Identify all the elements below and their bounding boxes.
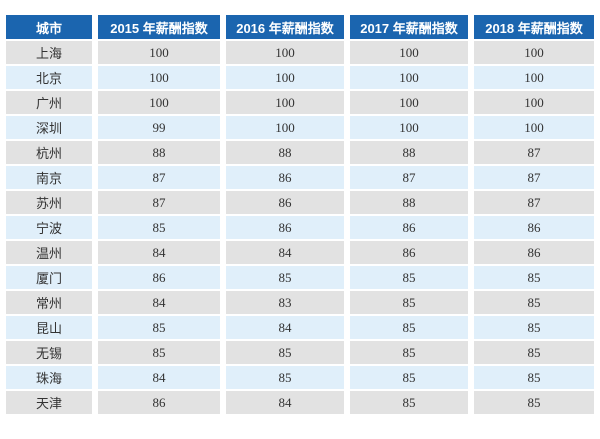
table-row: 苏州 87 86 88 87 xyxy=(6,191,594,214)
table-row: 珠海 84 85 85 85 xyxy=(6,366,594,389)
table-row: 常州 84 83 85 85 xyxy=(6,291,594,314)
table-row: 宁波 85 86 86 86 xyxy=(6,216,594,239)
city-cell: 常州 xyxy=(6,291,92,314)
city-cell: 广州 xyxy=(6,91,92,114)
value-cell: 85 xyxy=(226,366,344,389)
value-cell: 85 xyxy=(350,391,468,414)
table-row: 昆山 85 84 85 85 xyxy=(6,316,594,339)
city-cell: 南京 xyxy=(6,166,92,189)
value-cell: 85 xyxy=(474,391,594,414)
table-row: 厦门 86 85 85 85 xyxy=(6,266,594,289)
column-header-city: 城市 xyxy=(6,15,92,39)
value-cell: 84 xyxy=(226,316,344,339)
value-cell: 85 xyxy=(350,341,468,364)
city-cell: 宁波 xyxy=(6,216,92,239)
value-cell: 87 xyxy=(474,191,594,214)
city-cell: 上海 xyxy=(6,41,92,64)
value-cell: 87 xyxy=(474,166,594,189)
value-cell: 85 xyxy=(350,291,468,314)
table-row: 杭州 88 88 88 87 xyxy=(6,141,594,164)
value-cell: 85 xyxy=(474,341,594,364)
value-cell: 84 xyxy=(98,241,220,264)
value-cell: 100 xyxy=(474,116,594,139)
table-body: 上海 100 100 100 100 北京 100 100 100 100 广州 100 100 100 1… xyxy=(6,41,594,414)
salary-index-table: 城市 2015 年薪酬指数 2016 年薪酬指数 2017 年薪酬指数 2018… xyxy=(0,13,600,416)
value-cell: 86 xyxy=(474,241,594,264)
column-header-2015: 2015 年薪酬指数 xyxy=(98,15,220,39)
table-row: 广州 100 100 100 100 xyxy=(6,91,594,114)
value-cell: 86 xyxy=(226,166,344,189)
value-cell: 83 xyxy=(226,291,344,314)
value-cell: 86 xyxy=(226,216,344,239)
value-cell: 85 xyxy=(350,366,468,389)
table-row: 天津 86 84 85 85 xyxy=(6,391,594,414)
value-cell: 85 xyxy=(226,266,344,289)
value-cell: 88 xyxy=(98,141,220,164)
city-cell: 苏州 xyxy=(6,191,92,214)
value-cell: 84 xyxy=(98,291,220,314)
value-cell: 86 xyxy=(226,191,344,214)
value-cell: 85 xyxy=(98,216,220,239)
value-cell: 85 xyxy=(474,291,594,314)
value-cell: 88 xyxy=(350,141,468,164)
value-cell: 100 xyxy=(226,41,344,64)
value-cell: 100 xyxy=(474,66,594,89)
value-cell: 86 xyxy=(98,391,220,414)
value-cell: 85 xyxy=(474,266,594,289)
value-cell: 100 xyxy=(98,41,220,64)
value-cell: 86 xyxy=(474,216,594,239)
value-cell: 88 xyxy=(226,141,344,164)
value-cell: 84 xyxy=(226,241,344,264)
column-header-2017: 2017 年薪酬指数 xyxy=(350,15,468,39)
city-cell: 深圳 xyxy=(6,116,92,139)
value-cell: 99 xyxy=(98,116,220,139)
value-cell: 85 xyxy=(474,316,594,339)
value-cell: 100 xyxy=(98,66,220,89)
city-cell: 珠海 xyxy=(6,366,92,389)
value-cell: 87 xyxy=(98,191,220,214)
city-cell: 无锡 xyxy=(6,341,92,364)
value-cell: 86 xyxy=(350,216,468,239)
value-cell: 85 xyxy=(350,316,468,339)
table-row: 北京 100 100 100 100 xyxy=(6,66,594,89)
value-cell: 100 xyxy=(474,91,594,114)
value-cell: 84 xyxy=(226,391,344,414)
city-cell: 温州 xyxy=(6,241,92,264)
value-cell: 86 xyxy=(350,241,468,264)
value-cell: 87 xyxy=(98,166,220,189)
value-cell: 100 xyxy=(350,41,468,64)
table-row: 无锡 85 85 85 85 xyxy=(6,341,594,364)
table-row: 上海 100 100 100 100 xyxy=(6,41,594,64)
table-header-row: 城市 2015 年薪酬指数 2016 年薪酬指数 2017 年薪酬指数 2018… xyxy=(6,15,594,39)
value-cell: 85 xyxy=(98,341,220,364)
column-header-2018: 2018 年薪酬指数 xyxy=(474,15,594,39)
value-cell: 87 xyxy=(474,141,594,164)
value-cell: 100 xyxy=(350,116,468,139)
value-cell: 100 xyxy=(474,41,594,64)
value-cell: 87 xyxy=(350,166,468,189)
value-cell: 84 xyxy=(98,366,220,389)
value-cell: 100 xyxy=(350,91,468,114)
value-cell: 100 xyxy=(98,91,220,114)
value-cell: 100 xyxy=(226,66,344,89)
value-cell: 88 xyxy=(350,191,468,214)
city-cell: 昆山 xyxy=(6,316,92,339)
value-cell: 85 xyxy=(226,341,344,364)
table-row: 南京 87 86 87 87 xyxy=(6,166,594,189)
city-cell: 天津 xyxy=(6,391,92,414)
value-cell: 86 xyxy=(98,266,220,289)
table-row: 深圳 99 100 100 100 xyxy=(6,116,594,139)
value-cell: 100 xyxy=(226,91,344,114)
city-cell: 杭州 xyxy=(6,141,92,164)
value-cell: 100 xyxy=(350,66,468,89)
value-cell: 100 xyxy=(226,116,344,139)
table-row: 温州 84 84 86 86 xyxy=(6,241,594,264)
city-cell: 厦门 xyxy=(6,266,92,289)
city-cell: 北京 xyxy=(6,66,92,89)
value-cell: 85 xyxy=(98,316,220,339)
value-cell: 85 xyxy=(474,366,594,389)
column-header-2016: 2016 年薪酬指数 xyxy=(226,15,344,39)
value-cell: 85 xyxy=(350,266,468,289)
